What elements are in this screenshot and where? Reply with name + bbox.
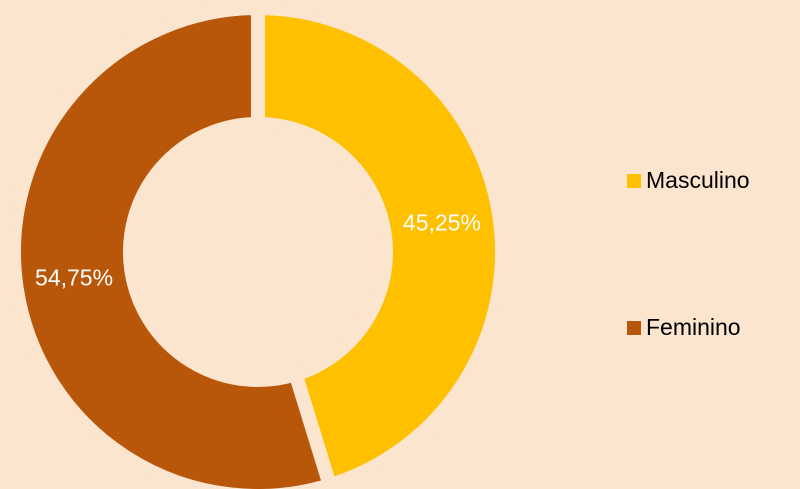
legend-label: Masculino [646,167,750,193]
legend-swatch [627,321,641,335]
data-label: 45,25% [403,209,481,235]
donut-slice [251,0,509,489]
legend-swatch [627,174,641,188]
legend-label: Feminino [646,314,741,340]
data-label: 54,75% [35,265,113,291]
donut-slice [7,0,339,489]
